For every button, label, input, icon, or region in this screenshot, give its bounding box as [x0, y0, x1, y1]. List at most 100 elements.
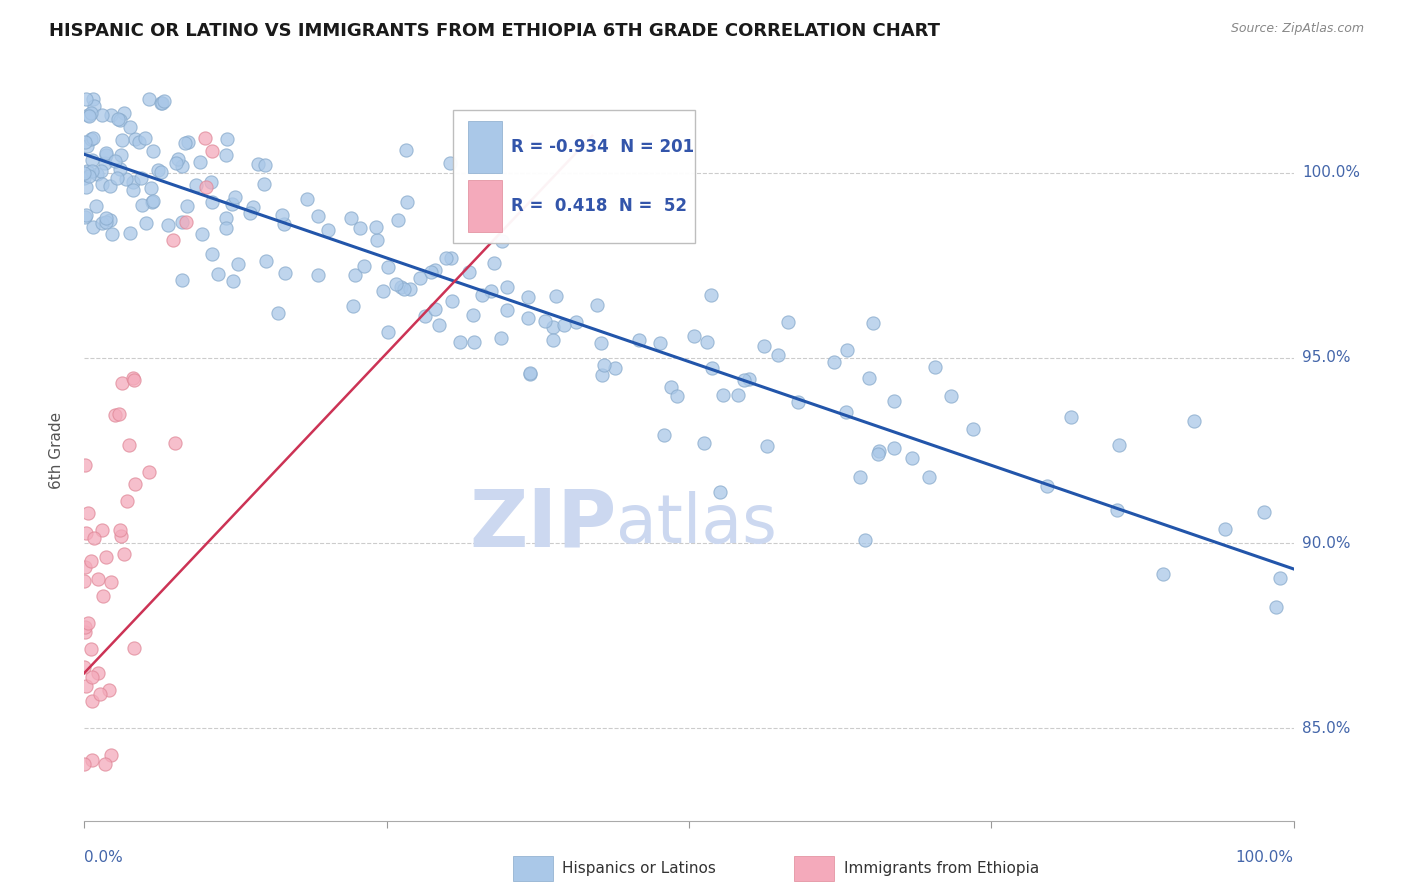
- Text: 100.0%: 100.0%: [1302, 165, 1360, 180]
- Point: [1213, 522, 1236, 536]
- Point: [184, 178, 207, 192]
- Point: [755, 439, 778, 453]
- Point: [110, 523, 132, 537]
- Point: [91, 589, 114, 603]
- Point: [413, 309, 436, 323]
- Point: [73, 210, 96, 224]
- Point: [541, 320, 564, 334]
- Point: [295, 192, 318, 206]
- Point: [80, 694, 103, 708]
- Point: [156, 218, 179, 232]
- Point: [100, 179, 122, 194]
- Point: [1265, 599, 1288, 614]
- Point: [727, 388, 749, 402]
- Point: [80, 670, 103, 684]
- Point: [396, 195, 419, 210]
- Point: [496, 302, 519, 317]
- Point: [883, 394, 905, 409]
- Point: [176, 199, 198, 213]
- Point: [693, 436, 716, 450]
- Point: [118, 120, 141, 134]
- Point: [172, 159, 194, 173]
- Point: [201, 246, 224, 260]
- Point: [449, 335, 471, 350]
- Point: [586, 298, 609, 312]
- Text: 85.0%: 85.0%: [1302, 721, 1350, 736]
- Point: [541, 334, 564, 348]
- Point: [83, 99, 105, 113]
- Point: [215, 148, 238, 162]
- Point: [82, 219, 104, 234]
- Point: [463, 309, 485, 323]
- Point: [112, 547, 135, 561]
- Point: [94, 155, 117, 169]
- Point: [1270, 571, 1292, 585]
- Point: [648, 335, 671, 350]
- Point: [787, 394, 810, 409]
- Point: [80, 753, 103, 767]
- Point: [84, 199, 107, 213]
- Point: [205, 28, 228, 42]
- Point: [463, 335, 485, 350]
- Point: [709, 485, 731, 500]
- Point: [101, 227, 124, 241]
- Point: [395, 144, 418, 158]
- Point: [94, 211, 117, 226]
- Point: [652, 427, 675, 442]
- Point: [111, 376, 134, 390]
- Point: [135, 217, 157, 231]
- Point: [868, 444, 890, 458]
- Point: [342, 299, 364, 313]
- Point: [835, 343, 858, 357]
- Point: [603, 360, 626, 375]
- Point: [221, 196, 243, 211]
- Point: [73, 166, 96, 180]
- Point: [591, 368, 613, 383]
- Point: [75, 208, 97, 222]
- Point: [254, 254, 277, 268]
- Point: [73, 171, 96, 186]
- Point: [700, 288, 723, 302]
- Point: [82, 163, 104, 178]
- Point: [73, 659, 96, 673]
- Point: [1152, 567, 1174, 582]
- Point: [226, 257, 249, 271]
- Point: [778, 315, 800, 329]
- Point: [1105, 503, 1128, 517]
- Point: [553, 318, 575, 333]
- Point: [924, 360, 946, 375]
- Point: [344, 268, 367, 282]
- Point: [110, 148, 132, 162]
- Point: [108, 161, 131, 176]
- Point: [392, 282, 415, 296]
- Point: [75, 560, 97, 574]
- Point: [253, 178, 276, 192]
- Point: [939, 389, 962, 403]
- Point: [75, 180, 97, 194]
- FancyBboxPatch shape: [468, 180, 502, 232]
- Point: [853, 533, 876, 547]
- Point: [409, 270, 432, 285]
- Point: [124, 132, 146, 146]
- Point: [1108, 438, 1130, 452]
- Text: ZIP: ZIP: [470, 485, 616, 564]
- Point: [146, 163, 169, 178]
- Point: [267, 306, 290, 320]
- Point: [307, 210, 329, 224]
- Point: [389, 280, 412, 294]
- Point: [76, 164, 98, 178]
- Y-axis label: 6th Grade: 6th Grade: [49, 412, 63, 489]
- Point: [439, 251, 461, 265]
- Point: [419, 265, 441, 279]
- Point: [131, 198, 153, 212]
- Point: [918, 470, 941, 484]
- Point: [75, 526, 97, 541]
- Point: [174, 136, 197, 150]
- Point: [166, 152, 188, 166]
- Point: [80, 106, 103, 120]
- Point: [91, 177, 114, 191]
- Point: [201, 144, 224, 158]
- Point: [134, 131, 156, 145]
- Point: [73, 574, 96, 588]
- Point: [76, 616, 98, 631]
